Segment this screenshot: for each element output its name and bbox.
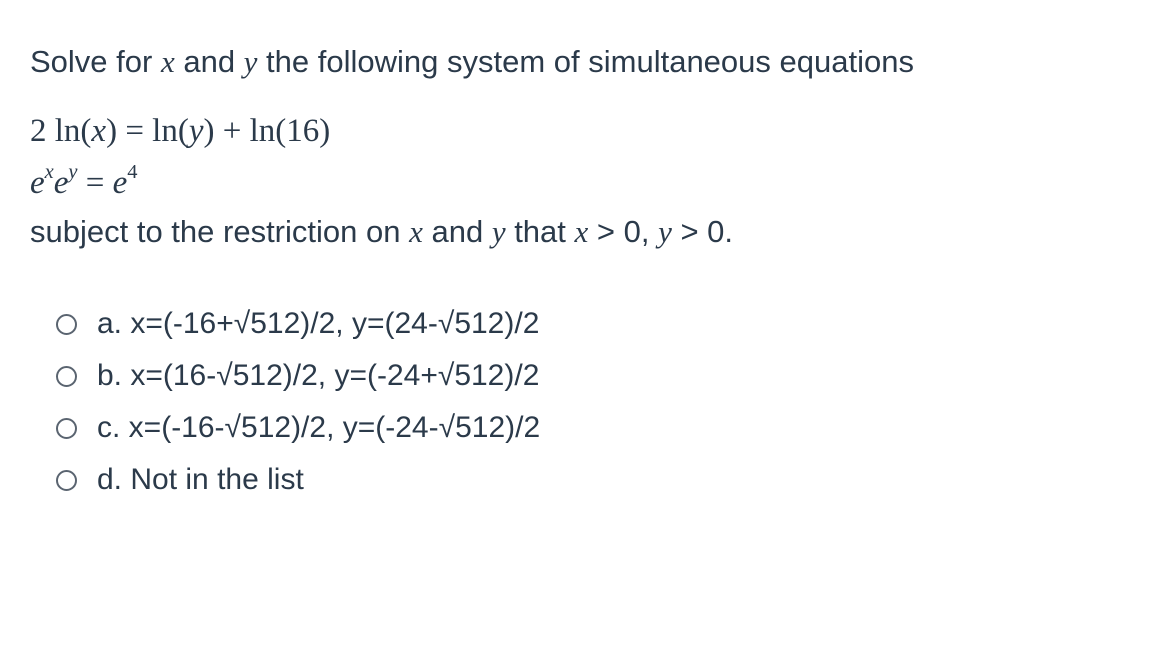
- restriction-cond2-op: > 0.: [672, 214, 733, 249]
- equation-2: exey = e4: [30, 159, 1146, 209]
- option-text: b. x=(16-√512)/2, y=(-24+√512)/2: [97, 359, 539, 393]
- option-a[interactable]: a. x=(-16+√512)/2, y=(24-√512)/2: [56, 307, 1146, 341]
- eq1-lhs-close: ) = ln(: [106, 113, 189, 149]
- opt-part3: 512)/2: [454, 307, 539, 340]
- eq1-lhs-var: x: [91, 113, 106, 149]
- eq2-sup1: x: [45, 161, 54, 183]
- eq1-rhs-close: ) + ln(16): [204, 113, 331, 149]
- option-text: d. Not in the list: [97, 463, 304, 497]
- options-group: a. x=(-16+√512)/2, y=(24-√512)/2 b. x=(1…: [30, 307, 1146, 497]
- opt-letter: d.: [97, 463, 122, 496]
- opt-part2: 512)/2, y=(-24-: [241, 411, 439, 444]
- radio-icon[interactable]: [56, 418, 77, 439]
- equation-1: 2 ln(x) = ln(y) + ln(16): [30, 107, 1146, 157]
- option-b[interactable]: b. x=(16-√512)/2, y=(-24+√512)/2: [56, 359, 1146, 393]
- option-d[interactable]: d. Not in the list: [56, 463, 1146, 497]
- sqrt-icon: √: [234, 307, 250, 341]
- opt-part3: 512)/2: [454, 359, 539, 392]
- radio-icon[interactable]: [56, 314, 77, 335]
- prompt-var-x: x: [161, 44, 175, 79]
- option-text: c. x=(-16-√512)/2, y=(-24-√512)/2: [97, 411, 540, 445]
- restriction-line: subject to the restriction on x and y th…: [30, 210, 1146, 255]
- restriction-mid1: and: [423, 214, 492, 249]
- restriction-prefix: subject to the restriction on: [30, 214, 409, 249]
- radio-icon[interactable]: [56, 366, 77, 387]
- restriction-cond1-var: x: [575, 214, 589, 249]
- question-prompt: Solve for x and y the following system o…: [30, 40, 1146, 83]
- opt-part1: Not in the list: [122, 463, 304, 496]
- sqrt-icon: √: [439, 411, 455, 445]
- prompt-mid1: and: [175, 44, 244, 79]
- eq2-e2: e: [54, 165, 69, 201]
- restriction-mid2: that: [506, 214, 575, 249]
- sqrt-icon: √: [438, 307, 454, 341]
- eq2-eq: =: [77, 165, 112, 201]
- opt-letter: b.: [97, 359, 122, 392]
- opt-letter: a.: [97, 307, 122, 340]
- sqrt-icon: √: [438, 359, 454, 393]
- sqrt-icon: √: [225, 411, 241, 445]
- eq1-lhs-coeff: 2 ln(: [30, 113, 91, 149]
- opt-part1: x=(-16-: [120, 411, 224, 444]
- restriction-cond2-var: y: [658, 214, 672, 249]
- opt-part2: 512)/2, y=(24-: [250, 307, 438, 340]
- opt-part3: 512)/2: [455, 411, 540, 444]
- eq1-rhs-var: y: [189, 113, 204, 149]
- eq2-sup2: y: [68, 161, 77, 183]
- opt-part1: x=(16-: [122, 359, 216, 392]
- eq2-sup3: 4: [127, 161, 137, 183]
- eq2-e3: e: [113, 165, 128, 201]
- radio-icon[interactable]: [56, 470, 77, 491]
- restriction-var1: x: [409, 214, 423, 249]
- sqrt-icon: √: [216, 359, 232, 393]
- opt-letter: c.: [97, 411, 120, 444]
- eq2-e1: e: [30, 165, 45, 201]
- prompt-suffix: the following system of simultaneous equ…: [257, 44, 914, 79]
- opt-part2: 512)/2, y=(-24+: [233, 359, 438, 392]
- option-c[interactable]: c. x=(-16-√512)/2, y=(-24-√512)/2: [56, 411, 1146, 445]
- option-text: a. x=(-16+√512)/2, y=(24-√512)/2: [97, 307, 539, 341]
- opt-part1: x=(-16+: [122, 307, 234, 340]
- restriction-var2: y: [492, 214, 506, 249]
- prompt-prefix: Solve for: [30, 44, 161, 79]
- prompt-var-y: y: [244, 44, 258, 79]
- restriction-cond1-op: > 0,: [588, 214, 658, 249]
